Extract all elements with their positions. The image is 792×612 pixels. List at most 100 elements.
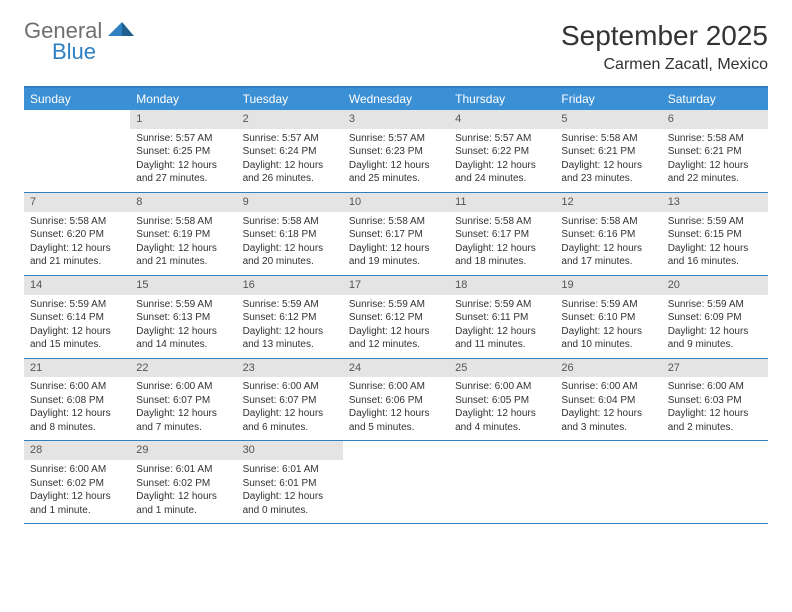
sunrise-line: Sunrise: 5:58 AM <box>561 132 655 146</box>
day-number: 25 <box>449 359 555 378</box>
day-body: Sunrise: 6:01 AMSunset: 6:01 PMDaylight:… <box>237 460 343 523</box>
day-body: Sunrise: 5:58 AMSunset: 6:17 PMDaylight:… <box>449 212 555 275</box>
sunset-line: Sunset: 6:02 PM <box>30 477 124 491</box>
day-cell: 24Sunrise: 6:00 AMSunset: 6:06 PMDayligh… <box>343 359 449 441</box>
sunset-line: Sunset: 6:21 PM <box>668 145 762 159</box>
day-body: Sunrise: 6:00 AMSunset: 6:05 PMDaylight:… <box>449 377 555 440</box>
day-body: Sunrise: 6:00 AMSunset: 6:02 PMDaylight:… <box>24 460 130 523</box>
title-block: September 2025 Carmen Zacatl, Mexico <box>561 20 768 74</box>
day-body: Sunrise: 5:57 AMSunset: 6:25 PMDaylight:… <box>130 129 236 192</box>
dow-row: SundayMondayTuesdayWednesdayThursdayFrid… <box>24 88 768 110</box>
sunset-line: Sunset: 6:18 PM <box>243 228 337 242</box>
location: Carmen Zacatl, Mexico <box>561 56 768 74</box>
sunset-line: Sunset: 6:08 PM <box>30 394 124 408</box>
daylight-line: Daylight: 12 hours and 6 minutes. <box>243 407 337 434</box>
sunrise-line: Sunrise: 5:58 AM <box>561 215 655 229</box>
sunrise-line: Sunrise: 6:00 AM <box>30 463 124 477</box>
sunset-line: Sunset: 6:15 PM <box>668 228 762 242</box>
dow-cell: Monday <box>130 88 236 110</box>
daylight-line: Daylight: 12 hours and 20 minutes. <box>243 242 337 269</box>
day-cell: 23Sunrise: 6:00 AMSunset: 6:07 PMDayligh… <box>237 359 343 441</box>
sunrise-line: Sunrise: 6:00 AM <box>243 380 337 394</box>
day-body: Sunrise: 6:01 AMSunset: 6:02 PMDaylight:… <box>130 460 236 523</box>
day-number: 15 <box>130 276 236 295</box>
daylight-line: Daylight: 12 hours and 21 minutes. <box>30 242 124 269</box>
daylight-line: Daylight: 12 hours and 0 minutes. <box>243 490 337 517</box>
day-cell: 20Sunrise: 5:59 AMSunset: 6:09 PMDayligh… <box>662 276 768 358</box>
sunset-line: Sunset: 6:06 PM <box>349 394 443 408</box>
sunrise-line: Sunrise: 5:59 AM <box>668 215 762 229</box>
sunset-line: Sunset: 6:01 PM <box>243 477 337 491</box>
month-title: September 2025 <box>561 20 768 52</box>
logo-line2: Blue <box>52 41 102 63</box>
sunrise-line: Sunrise: 6:00 AM <box>349 380 443 394</box>
day-number: 28 <box>24 441 130 460</box>
day-cell <box>555 441 661 523</box>
day-number: 8 <box>130 193 236 212</box>
day-cell: 3Sunrise: 5:57 AMSunset: 6:23 PMDaylight… <box>343 110 449 192</box>
sunset-line: Sunset: 6:25 PM <box>136 145 230 159</box>
logo-flag-icon <box>108 22 134 44</box>
daylight-line: Daylight: 12 hours and 11 minutes. <box>455 325 549 352</box>
sunset-line: Sunset: 6:17 PM <box>455 228 549 242</box>
sunset-line: Sunset: 6:04 PM <box>561 394 655 408</box>
daylight-line: Daylight: 12 hours and 1 minute. <box>136 490 230 517</box>
sunset-line: Sunset: 6:14 PM <box>30 311 124 325</box>
sunset-line: Sunset: 6:05 PM <box>455 394 549 408</box>
daylight-line: Daylight: 12 hours and 14 minutes. <box>136 325 230 352</box>
day-number: 3 <box>343 110 449 129</box>
week-row: 28Sunrise: 6:00 AMSunset: 6:02 PMDayligh… <box>24 441 768 524</box>
day-body: Sunrise: 5:57 AMSunset: 6:24 PMDaylight:… <box>237 129 343 192</box>
day-number: 9 <box>237 193 343 212</box>
daylight-line: Daylight: 12 hours and 13 minutes. <box>243 325 337 352</box>
week-row: 14Sunrise: 5:59 AMSunset: 6:14 PMDayligh… <box>24 276 768 359</box>
daylight-line: Daylight: 12 hours and 25 minutes. <box>349 159 443 186</box>
sunrise-line: Sunrise: 5:59 AM <box>243 298 337 312</box>
day-body: Sunrise: 5:58 AMSunset: 6:19 PMDaylight:… <box>130 212 236 275</box>
sunset-line: Sunset: 6:12 PM <box>349 311 443 325</box>
day-number <box>449 441 555 445</box>
daylight-line: Daylight: 12 hours and 1 minute. <box>30 490 124 517</box>
day-cell <box>449 441 555 523</box>
dow-cell: Sunday <box>24 88 130 110</box>
day-body: Sunrise: 5:59 AMSunset: 6:11 PMDaylight:… <box>449 295 555 358</box>
day-number: 19 <box>555 276 661 295</box>
day-number: 12 <box>555 193 661 212</box>
day-cell: 12Sunrise: 5:58 AMSunset: 6:16 PMDayligh… <box>555 193 661 275</box>
daylight-line: Daylight: 12 hours and 23 minutes. <box>561 159 655 186</box>
sunrise-line: Sunrise: 6:01 AM <box>243 463 337 477</box>
day-body: Sunrise: 5:58 AMSunset: 6:18 PMDaylight:… <box>237 212 343 275</box>
day-cell: 10Sunrise: 5:58 AMSunset: 6:17 PMDayligh… <box>343 193 449 275</box>
sunset-line: Sunset: 6:12 PM <box>243 311 337 325</box>
day-body: Sunrise: 5:59 AMSunset: 6:15 PMDaylight:… <box>662 212 768 275</box>
day-cell: 18Sunrise: 5:59 AMSunset: 6:11 PMDayligh… <box>449 276 555 358</box>
daylight-line: Daylight: 12 hours and 15 minutes. <box>30 325 124 352</box>
sunset-line: Sunset: 6:11 PM <box>455 311 549 325</box>
logo: General Blue <box>24 20 134 63</box>
day-body: Sunrise: 6:00 AMSunset: 6:04 PMDaylight:… <box>555 377 661 440</box>
daylight-line: Daylight: 12 hours and 2 minutes. <box>668 407 762 434</box>
day-body: Sunrise: 5:59 AMSunset: 6:12 PMDaylight:… <box>343 295 449 358</box>
day-body: Sunrise: 5:58 AMSunset: 6:20 PMDaylight:… <box>24 212 130 275</box>
sunrise-line: Sunrise: 5:59 AM <box>349 298 443 312</box>
day-body: Sunrise: 5:57 AMSunset: 6:22 PMDaylight:… <box>449 129 555 192</box>
weeks-container: 1Sunrise: 5:57 AMSunset: 6:25 PMDaylight… <box>24 110 768 524</box>
sunset-line: Sunset: 6:07 PM <box>243 394 337 408</box>
day-body: Sunrise: 5:58 AMSunset: 6:17 PMDaylight:… <box>343 212 449 275</box>
day-number: 27 <box>662 359 768 378</box>
day-cell: 11Sunrise: 5:58 AMSunset: 6:17 PMDayligh… <box>449 193 555 275</box>
sunset-line: Sunset: 6:24 PM <box>243 145 337 159</box>
sunrise-line: Sunrise: 5:58 AM <box>243 215 337 229</box>
day-body: Sunrise: 5:59 AMSunset: 6:12 PMDaylight:… <box>237 295 343 358</box>
day-body: Sunrise: 5:59 AMSunset: 6:10 PMDaylight:… <box>555 295 661 358</box>
sunrise-line: Sunrise: 6:00 AM <box>455 380 549 394</box>
day-cell <box>662 441 768 523</box>
calendar: SundayMondayTuesdayWednesdayThursdayFrid… <box>24 86 768 524</box>
day-number: 29 <box>130 441 236 460</box>
day-number: 10 <box>343 193 449 212</box>
day-number: 4 <box>449 110 555 129</box>
day-number: 22 <box>130 359 236 378</box>
sunrise-line: Sunrise: 5:58 AM <box>668 132 762 146</box>
sunset-line: Sunset: 6:22 PM <box>455 145 549 159</box>
header: General Blue September 2025 Carmen Zacat… <box>24 20 768 74</box>
